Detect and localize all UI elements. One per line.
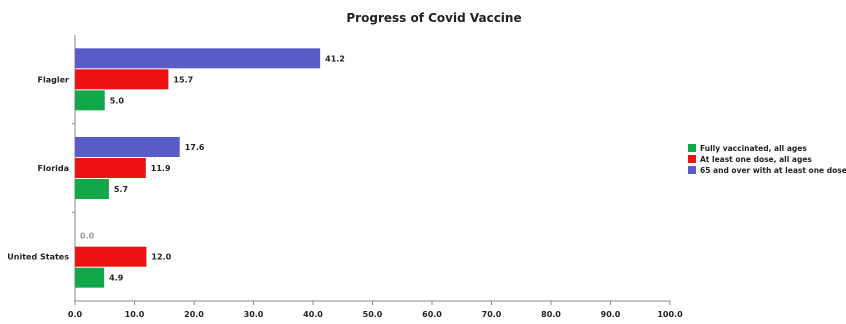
category-label: United States [7,253,69,262]
x-tick-label: 30.0 [244,310,264,319]
data-label: 5.0 [110,96,125,105]
data-label: 4.9 [109,274,124,283]
x-tick-label: 90.0 [601,310,621,319]
legend-label: 65 and over with at least one dose [700,166,846,175]
category-label: Flagler [38,75,70,84]
x-tick-label: 60.0 [422,310,442,319]
data-label: 17.6 [185,143,205,152]
legend-label: Fully vaccinated, all ages [700,144,807,153]
data-label: 0.0 [80,232,95,241]
data-label: 15.7 [173,75,193,84]
x-tick-label: 0.0 [68,310,83,319]
data-label: 12.0 [151,253,171,262]
x-tick-label: 20.0 [184,310,204,319]
chart-title: Progress of Covid Vaccine [346,11,521,25]
data-label: 11.9 [151,164,171,173]
x-tick-label: 40.0 [303,310,323,319]
legend-label: At least one dose, all ages [700,155,812,164]
category-label: Florida [37,164,69,173]
bar [75,267,105,288]
bar [75,90,105,111]
chart-axes: 0.0 10.0 20.0 30.0 40.0 50.0 60.0 70.0 80.0 90.0 1… [7,35,683,319]
x-tick-label: 80.0 [541,310,561,319]
bar [75,69,169,90]
chart-bars: 41.2 15.7 5.0 17.6 11.9 5.7 0.0 12.0 4.9 [75,48,345,288]
bar [75,246,147,267]
x-tick-label: 50.0 [363,310,383,319]
chart-legend: Fully vaccinated, all ages At least one d… [688,144,846,175]
x-tick-label: 10.0 [125,310,145,319]
data-label: 5.7 [114,185,128,194]
x-tick-label: 100.0 [657,310,683,319]
data-label: 41.2 [325,54,345,63]
bar [75,48,321,69]
legend-swatch [688,166,696,174]
x-tick-label: 70.0 [482,310,502,319]
bar [75,158,146,178]
bar [75,179,109,199]
legend-swatch [688,155,696,163]
bar [75,137,180,157]
legend-swatch [688,144,696,152]
